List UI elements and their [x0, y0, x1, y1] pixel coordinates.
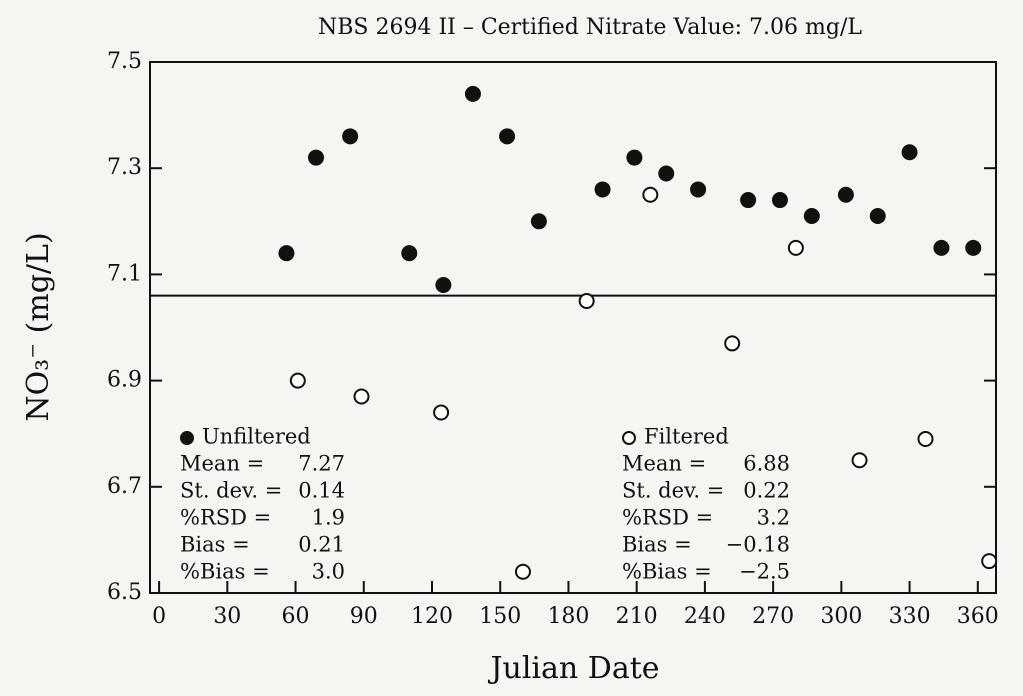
stat-value: 1.9 — [312, 506, 345, 530]
point — [435, 277, 452, 294]
y-axis-label: NO₃⁻ (mg/L) — [21, 232, 56, 421]
x-tick-label: 30 — [213, 604, 241, 629]
point — [289, 372, 306, 389]
y-tick-label: 7.3 — [107, 155, 142, 180]
point — [933, 239, 950, 256]
x-tick-label: 0 — [152, 604, 166, 629]
x-tick-label: 120 — [411, 604, 453, 629]
point — [642, 186, 659, 203]
point — [658, 165, 675, 182]
chart-title: NBS 2694 II – Certified Nitrate Value: 7… — [318, 15, 862, 40]
stat-value: −0.18 — [726, 533, 790, 557]
x-tick-label: 330 — [889, 604, 931, 629]
point — [965, 239, 982, 256]
stat-label: St. dev. = — [622, 479, 724, 503]
legend-label: Unfiltered — [202, 425, 311, 449]
stat-value: 7.27 — [298, 452, 345, 476]
point — [787, 239, 804, 256]
legend-marker — [180, 431, 194, 445]
point — [578, 292, 595, 309]
y-tick-label: 6.9 — [107, 368, 142, 393]
y-tick-label: 7.5 — [107, 49, 142, 74]
x-tick-label: 180 — [547, 604, 589, 629]
point — [771, 192, 788, 209]
point — [308, 149, 325, 166]
stat-value: 3.0 — [312, 560, 345, 584]
stat-value: −2.5 — [739, 560, 790, 584]
point — [514, 563, 531, 580]
point — [594, 181, 611, 198]
point — [499, 128, 516, 145]
stat-label: %RSD = — [622, 506, 713, 530]
point — [981, 553, 998, 570]
stat-label: Mean = — [622, 452, 706, 476]
stat-label: %Bias = — [180, 560, 270, 584]
point — [342, 128, 359, 145]
legend-marker — [622, 431, 636, 445]
x-tick-label: 300 — [820, 604, 862, 629]
point — [724, 335, 741, 352]
y-tick-label: 6.5 — [107, 580, 142, 605]
x-tick-label: 90 — [350, 604, 378, 629]
point — [917, 431, 934, 448]
x-tick-label: 240 — [684, 604, 726, 629]
y-tick-label: 7.1 — [107, 261, 142, 286]
x-tick-label: 210 — [616, 604, 658, 629]
stat-value: 6.88 — [743, 452, 790, 476]
point — [278, 245, 295, 262]
stat-label: Mean = — [180, 452, 264, 476]
point — [626, 149, 643, 166]
point — [530, 213, 547, 230]
point — [901, 144, 918, 161]
stat-label: St. dev. = — [180, 479, 282, 503]
x-tick-label: 360 — [957, 604, 999, 629]
stat-value: 0.21 — [298, 533, 345, 557]
plot-frame — [149, 61, 997, 594]
stat-label: %Bias = — [622, 560, 712, 584]
x-axis-label: Julian Date — [487, 651, 659, 686]
stat-label: Bias = — [622, 533, 692, 557]
stat-value: 3.2 — [757, 506, 790, 530]
legend-label: Filtered — [644, 425, 729, 449]
point — [433, 404, 450, 421]
stat-label: Bias = — [180, 533, 250, 557]
point — [837, 186, 854, 203]
x-tick-label: 60 — [282, 604, 310, 629]
point — [464, 85, 481, 102]
point — [353, 388, 370, 405]
x-tick-label: 270 — [752, 604, 794, 629]
point — [740, 192, 757, 209]
point — [690, 181, 707, 198]
stat-value: 0.14 — [298, 479, 345, 503]
point — [851, 452, 868, 469]
point — [803, 207, 820, 224]
stat-label: %RSD = — [180, 506, 271, 530]
y-tick-label: 6.7 — [107, 474, 142, 499]
point — [869, 207, 886, 224]
x-tick-label: 150 — [479, 604, 521, 629]
point — [401, 245, 418, 262]
stat-value: 0.22 — [743, 479, 790, 503]
